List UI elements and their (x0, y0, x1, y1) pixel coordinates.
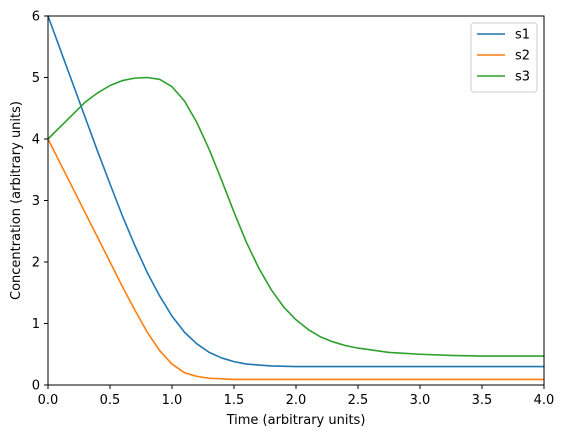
series-layer (47, 15, 545, 381)
x-tick-label: 2.0 (286, 393, 307, 408)
x-tick-label: 3.5 (472, 393, 493, 408)
x-tick-label: 1.5 (224, 393, 245, 408)
series-line-s2 (47, 138, 545, 381)
x-tick-label: 2.5 (348, 393, 369, 408)
y-axis-ticks: 0 1 2 3 4 5 6 (32, 10, 48, 394)
legend-label-s2: s2 (515, 49, 530, 64)
y-tick-label: 6 (32, 10, 40, 25)
legend-label-s1: s1 (515, 28, 530, 43)
x-tick-label: 0.5 (100, 393, 121, 408)
x-tick-label: 1.0 (162, 393, 183, 408)
y-tick-label: 1 (32, 317, 40, 332)
x-tick-label: 4.0 (534, 393, 555, 408)
legend: s1 s2 s3 (470, 22, 538, 93)
series-line-s3 (47, 76, 545, 357)
y-tick-label: 2 (32, 256, 40, 271)
y-tick-label: 4 (32, 133, 40, 148)
series-line-s1 (47, 15, 545, 368)
y-tick-label: 0 (32, 379, 40, 394)
y-tick-label: 3 (32, 194, 40, 209)
x-axis-label: Time (arbitrary units) (226, 413, 366, 428)
legend-box (470, 22, 538, 93)
x-tick-label: 0.0 (38, 393, 59, 408)
y-tick-label: 5 (32, 71, 40, 86)
x-tick-label: 3.0 (410, 393, 431, 408)
legend-label-s3: s3 (515, 70, 530, 85)
x-axis-ticks: 0.0 0.5 1.0 1.5 2.0 2.5 3.0 3.5 4.0 (38, 385, 555, 408)
y-axis-label: Concentration (arbitrary units) (9, 101, 24, 300)
plot-frame (47, 15, 545, 386)
